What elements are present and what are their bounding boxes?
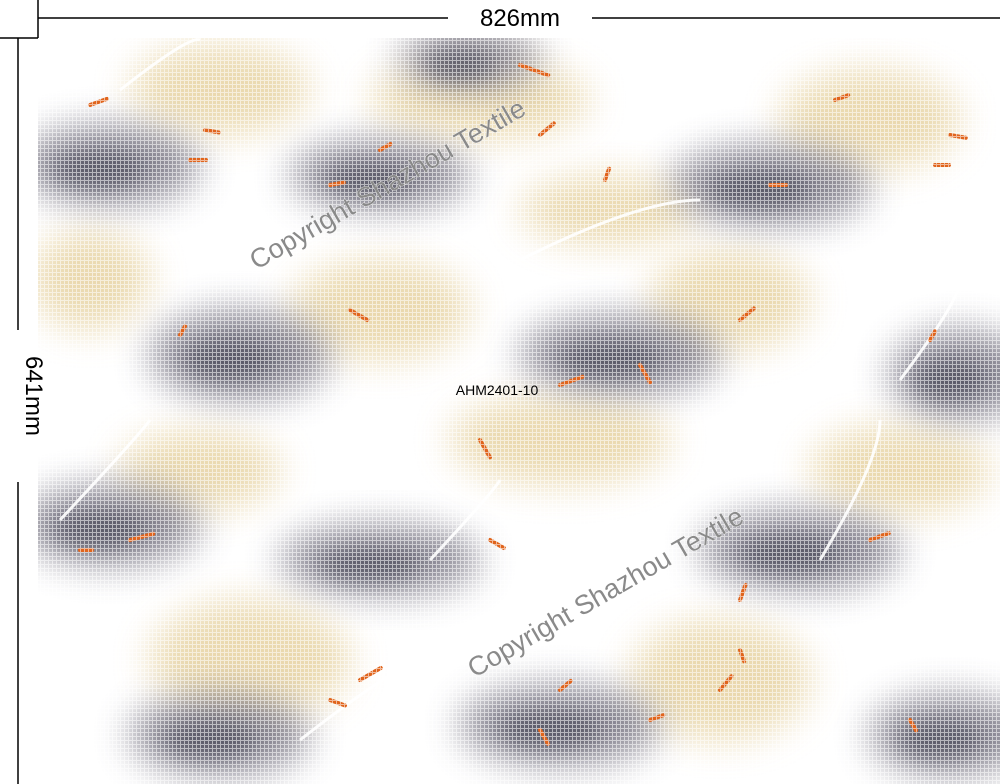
- height-label: 641mm: [20, 356, 47, 436]
- mesh-texture: [38, 38, 1000, 784]
- width-label: 826mm: [480, 5, 560, 32]
- design-code: AHM2401-10: [456, 382, 539, 398]
